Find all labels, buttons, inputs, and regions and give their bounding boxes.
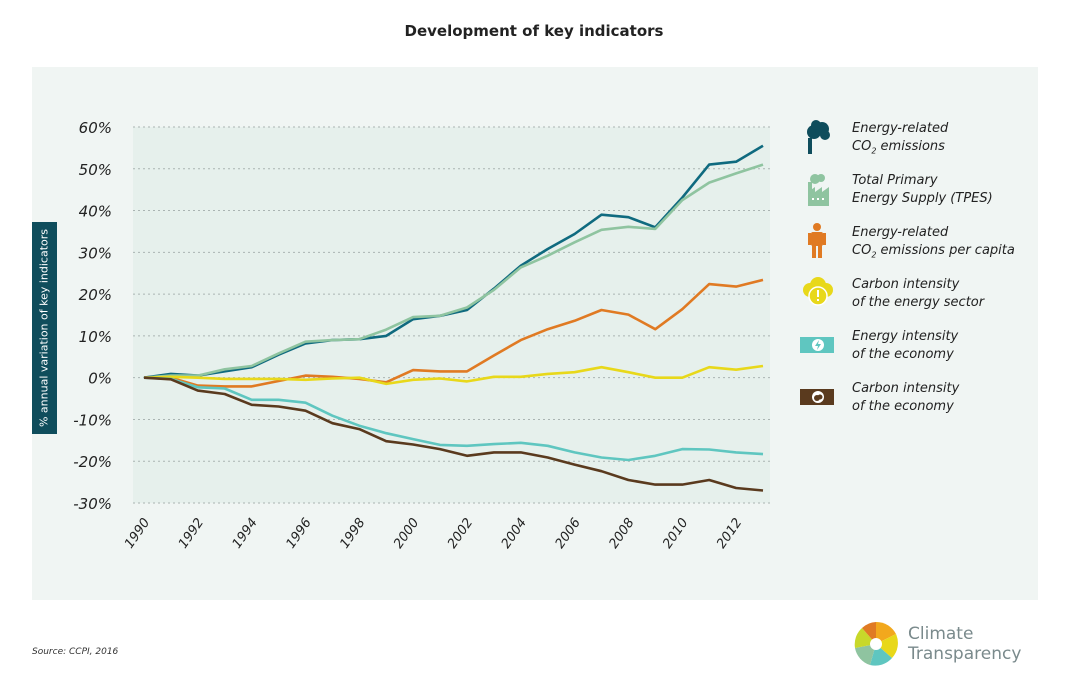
logo-text-line2: Transparency [908,644,1022,664]
y-axis-ticks: 60% 50% 40% 30% 20% 10% 0% -10% -20% -30% [73,119,112,513]
series-line-5 [143,376,764,492]
y-tick-label: 30% [79,244,112,262]
x-tick-label: 2006 [553,516,584,552]
legend-label: of the economy [852,347,954,362]
legend-label: emissions [876,139,945,154]
legend-item-per-capita: Energy-related CO2 emissions per capita [800,223,1015,276]
x-tick-label: 2008 [606,516,637,552]
y-axis-label: % annual variation of key indicators [37,228,51,428]
legend-label: of the energy sector [852,295,985,310]
x-tick-label: 2000 [391,516,422,552]
x-tick-label: 2010 [660,516,691,552]
legend-item-tpes: Total Primary Energy Supply (TPES) [800,172,1015,224]
series-line-1 [143,163,764,379]
y-tick-label: 50% [79,161,112,179]
y-tick-label: -20% [73,453,112,471]
y-axis-label-box: % annual variation of key indicators [32,222,57,434]
legend-label: emissions per capita [876,243,1015,258]
x-tick-label: 1990 [122,516,153,552]
legend-label: CO [852,139,872,154]
x-tick-label: 1998 [337,516,368,552]
x-tick-label: 1996 [283,516,314,552]
y-tick-label: 60% [79,119,112,137]
banknote-lightning-icon [800,328,834,362]
chart-title: Development of key indicators [404,22,664,40]
x-tick-label: 1994 [230,516,261,552]
legend-label: Energy-related [852,225,949,240]
legend-label: Total Primary [852,173,938,188]
legend-label: Energy-related [852,121,949,136]
legend-label: CO [852,243,872,258]
logo-mark-icon [854,621,898,666]
x-axis-ticks: 1990 1992 1994 1996 1998 2000 2002 2004 2006 2008… [122,516,745,552]
legend-label: Energy Supply (TPES) [852,191,993,206]
series-lines [143,144,764,492]
y-tick-label: 20% [79,286,112,304]
x-tick-label: 2012 [714,516,745,552]
factory-smoke-cloud-icon [800,120,834,154]
x-tick-label: 1992 [176,516,207,552]
legend-label: Energy intensity [852,329,959,344]
legend-item-co2: Energy-related CO2 emissions [800,120,1015,172]
source-note: Source: CCPI, 2016 [32,647,119,657]
banknote-cloud-icon [800,380,834,414]
legend-label: Carbon intensity [852,381,960,396]
y-tick-label: 0% [88,370,112,388]
legend-subscript: 2 [871,250,877,260]
y-tick-label: 40% [79,203,112,221]
series-line-4 [143,376,764,462]
gridlines [133,126,770,504]
person-icon [800,223,834,258]
series-line-3 [143,364,764,386]
logo-text-line1: Climate [908,624,974,644]
legend-label: Carbon intensity [852,277,960,292]
legend-item-energy-intensity: Energy intensity of the economy [800,328,1015,380]
plot-area [133,127,770,503]
x-tick-label: 2002 [445,516,476,552]
legend: Energy-related CO2 emissions Total Primar… [800,120,1015,432]
legend-item-carbon-economy: Carbon intensity of the economy [800,380,1015,432]
climate-transparency-logo: Climate Transparency [852,620,1021,668]
legend-item-carbon-energy: Carbon intensity of the energy sector [800,276,1015,328]
y-tick-label: 10% [79,328,112,346]
x-tick-label: 2004 [499,516,530,552]
legend-label: of the economy [852,399,954,414]
series-line-2 [144,278,764,388]
cloud-warning-icon [800,276,834,310]
factory-icon [800,172,834,206]
y-tick-label: -30% [73,495,112,513]
y-tick-label: -10% [73,411,112,429]
legend-subscript: 2 [871,146,877,156]
